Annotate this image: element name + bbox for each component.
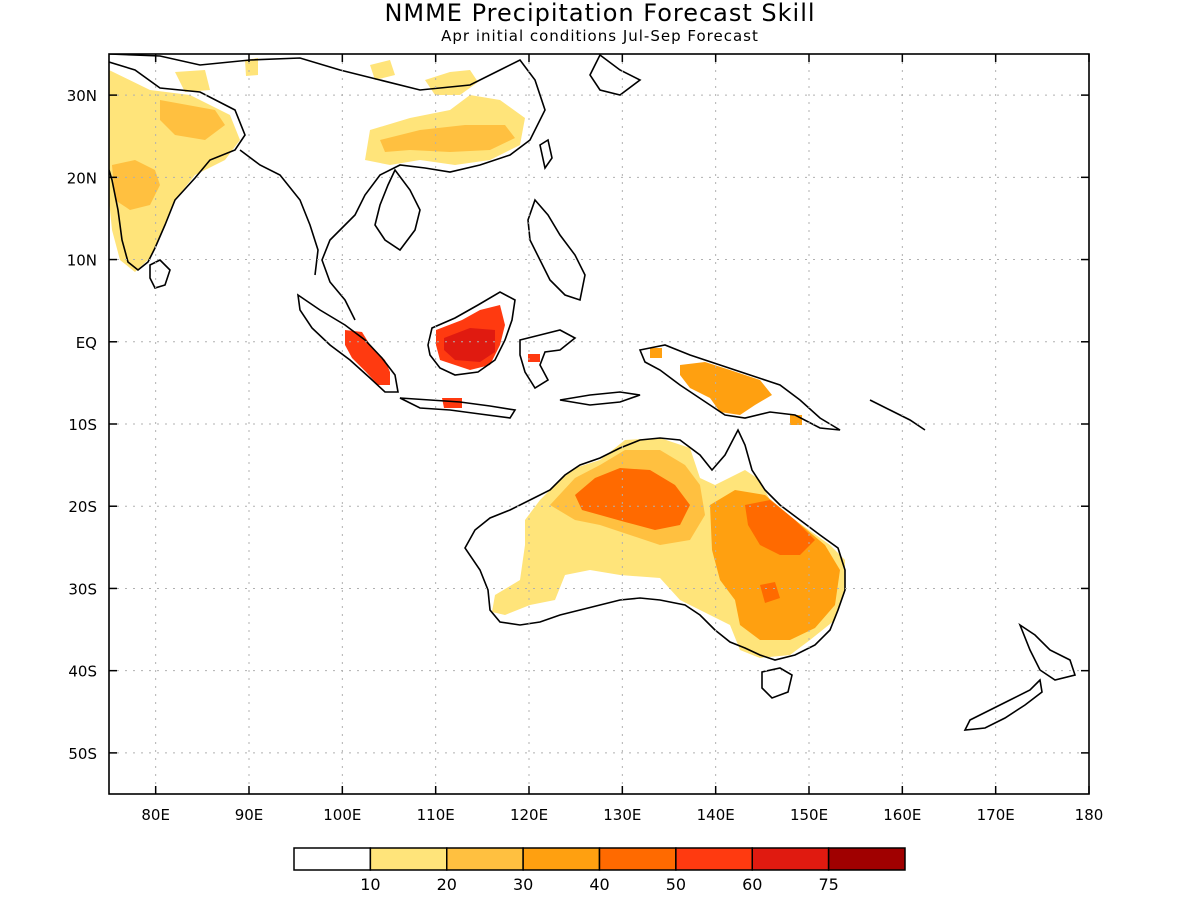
borneo-core — [444, 328, 495, 362]
borneo — [528, 354, 540, 362]
east-australia-core — [745, 500, 815, 555]
india-coastline — [109, 61, 246, 272]
colorbar-swatch — [369, 847, 448, 871]
north-australia-core — [608, 478, 660, 518]
colorbar: 10 20 30 40 50 60 75 — [293, 847, 906, 894]
lat-label: 20N — [67, 169, 97, 187]
sulawesi-coastline — [519, 329, 577, 390]
asia-mainland-coastline — [109, 54, 546, 321]
colorbar-swatch — [827, 847, 906, 871]
east-australia — [710, 490, 840, 640]
colorbar-swatch — [446, 847, 524, 871]
lat-label: 20S — [68, 498, 97, 516]
lon-label: 170E — [977, 806, 1015, 824]
south-china — [370, 60, 395, 80]
chart-title: NMME Precipitation Forecast Skill — [384, 0, 816, 27]
lat-label: 30N — [67, 87, 97, 105]
lat-label: 10N — [67, 252, 97, 270]
java-coastline — [399, 397, 517, 419]
colorbar-swatch — [751, 847, 830, 871]
colorbar-label: 30 — [513, 875, 533, 894]
lon-label: 90E — [235, 806, 264, 824]
sumatra — [345, 330, 390, 385]
indochina-coastline — [374, 168, 421, 252]
philippines-coastline — [527, 198, 586, 302]
coastlines — [109, 54, 1077, 731]
grid-lines — [109, 54, 1089, 794]
chart-subtitle: Apr initial conditions Jul-Sep Forecast — [441, 27, 759, 45]
skill-shading — [109, 58, 845, 658]
solomon-islands-coastline — [869, 399, 926, 431]
tasmania-coastline — [761, 667, 793, 699]
new-guinea-coastline — [638, 344, 841, 431]
new-guinea — [680, 362, 772, 415]
map-axes: 30N 20N 10N EQ 10S 20S 30S 40S 50S 80E 90E 100E 110E… — [67, 54, 1104, 824]
new-zealand-north-coastline — [1018, 622, 1077, 681]
lon-label: 160E — [883, 806, 921, 824]
colorbar-swatch — [675, 847, 753, 871]
colorbar-label: 10 — [360, 875, 380, 894]
bay-of-bengal-coastline — [239, 149, 319, 276]
lat-label: 40S — [68, 663, 97, 681]
australia-coastline — [464, 428, 846, 661]
lat-label: 10S — [68, 416, 97, 434]
lon-label: 110E — [417, 806, 455, 824]
lon-label: 150E — [790, 806, 828, 824]
sumatra-coastline — [296, 293, 399, 393]
colorbar-swatch — [293, 847, 372, 871]
timor-coastline — [559, 391, 641, 406]
colorbar-label: 60 — [742, 875, 762, 894]
lat-label: EQ — [76, 334, 97, 352]
colorbar-swatch — [598, 847, 677, 871]
colorbar-swatch — [522, 847, 601, 871]
south-china-core — [380, 125, 515, 152]
india-core — [112, 160, 160, 210]
new-zealand-south-coastline — [963, 678, 1043, 731]
india-core — [160, 100, 225, 140]
lon-label: 130E — [603, 806, 641, 824]
lon-label: 140E — [697, 806, 735, 824]
colorbar-label: 75 — [818, 875, 838, 894]
new-guinea — [650, 348, 662, 358]
lat-label: 50S — [68, 745, 97, 763]
india — [175, 70, 210, 92]
india — [245, 58, 258, 76]
colorbar-label: 20 — [437, 875, 457, 894]
east-australia-core — [760, 582, 780, 603]
lon-label: 80E — [141, 806, 170, 824]
new-guinea — [790, 415, 802, 425]
japan-coastline — [589, 54, 642, 96]
colorbar-label: 50 — [666, 875, 686, 894]
lon-label: 180 — [1075, 806, 1104, 824]
lat-label: 30S — [68, 580, 97, 598]
lon-label: 100E — [323, 806, 361, 824]
borneo-coastline — [427, 291, 516, 376]
colorbar-label: 40 — [589, 875, 609, 894]
taiwan-coastline — [539, 138, 553, 170]
sri-lanka-coastline — [149, 259, 171, 289]
lon-label: 120E — [510, 806, 548, 824]
borneo — [442, 398, 462, 408]
